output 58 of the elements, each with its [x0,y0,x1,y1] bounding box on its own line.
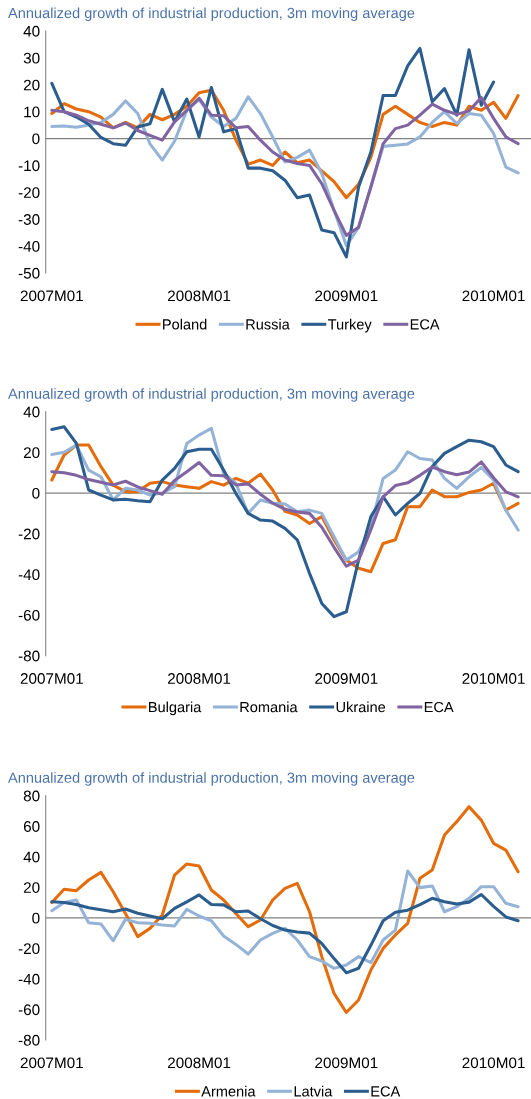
chart-title: Annualized growth of industrial production, 3m moving average [8,7,415,22]
legend-label: ECA [410,319,440,330]
y-tick-label: -10 [18,160,40,172]
y-tick-label: -30 [18,214,40,225]
y-tick-label: -20 [18,528,40,540]
y-tick-label: 0 [32,912,40,924]
x-tick-label: 2009M01 [315,290,378,302]
line-series [50,460,520,568]
y-tick-label: -50 [18,267,40,279]
y-tick-label: 0 [32,487,40,499]
x-tick-label: 2008M01 [168,673,231,684]
y-tick-label: 20 [23,882,40,893]
y-tick-label: 80 [23,790,40,802]
legend-label: Ukraine [336,701,386,713]
legend-label: Bulgaria [149,701,202,716]
x-tick-label: 2007M01 [20,290,83,302]
chart-title: Annualized growth of industrial production, 3m moving average [8,772,415,786]
x-tick-label: 2007M01 [20,1057,83,1069]
x-tick-label: 2009M01 [315,1057,378,1069]
x-tick-label: 2010M01 [462,290,525,302]
y-tick-label: -40 [18,973,40,985]
x-tick-label: 2008M01 [168,1057,231,1069]
y-tick-label: -20 [18,943,40,955]
chart-title: Annualized growth of industrial production, 3m moving average [8,388,415,402]
legend-label: Romania [240,701,298,713]
x-tick-label: 2010M01 [462,1057,525,1069]
y-tick-label: -60 [18,609,40,621]
legend-label: Turkey [328,318,372,333]
y-tick-label: -80 [18,1034,40,1046]
line-series [50,805,520,1015]
y-tick-label: -20 [18,187,40,199]
legend-label: ECA [424,701,454,713]
y-tick-label: 40 [23,25,40,37]
y-tick-label: -80 [18,650,40,662]
x-tick-label: 2007M01 [20,673,83,684]
y-tick-label: -40 [18,569,40,581]
y-tick-label: 40 [23,851,40,863]
legend-label: Latvia [294,1085,333,1097]
y-tick-label: 10 [24,106,40,118]
legend-label: ECA [371,1086,401,1097]
line-series [50,46,496,259]
line-series [50,425,520,619]
x-tick-label: 2008M01 [168,290,231,302]
x-tick-label: 2009M01 [315,673,378,684]
line-series [50,892,520,975]
y-tick-label: 60 [23,821,40,832]
y-tick-label: 40 [23,406,40,418]
y-tick-label: 20 [23,79,40,91]
legend-label: Armenia [201,1085,256,1097]
y-tick-label: -40 [18,240,40,252]
y-tick-label: 30 [23,52,40,64]
line-series [50,869,520,970]
legend-label: Poland [163,318,207,330]
y-tick-label: -60 [18,1004,40,1016]
y-tick-label: 20 [23,447,40,459]
x-tick-label: 2010M01 [462,673,525,684]
legend-label: Russia [246,318,290,330]
y-tick-label: 0 [32,133,40,145]
